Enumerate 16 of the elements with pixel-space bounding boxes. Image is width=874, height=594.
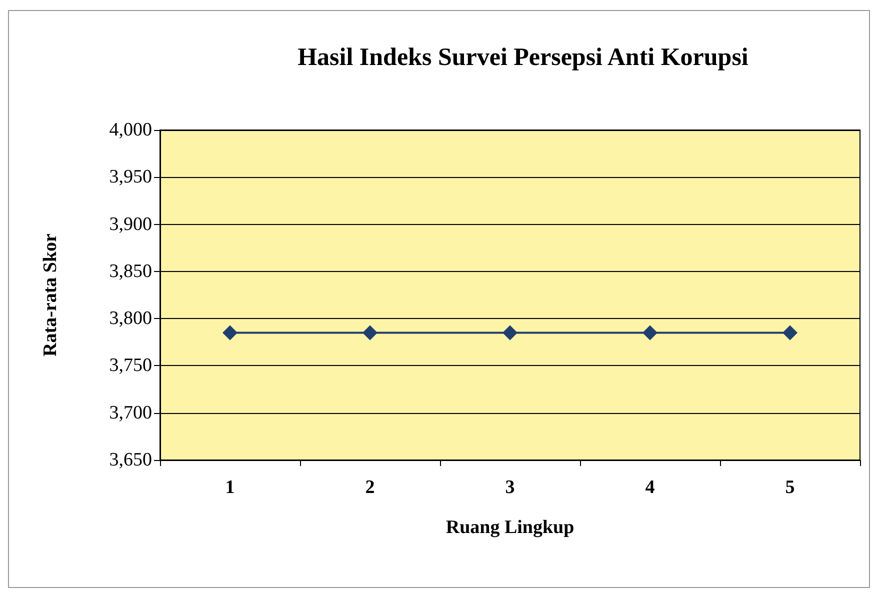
y-tick-label: 3,800 [109,308,152,330]
x-tick-label: 5 [785,477,795,498]
y-axis-title: Rata-rata Skor [40,232,61,356]
y-tick-label: 3,750 [109,355,152,376]
y-tick-label: 3,900 [109,214,152,235]
x-tick-label: 4 [645,477,656,498]
x-tick-label: 1 [225,477,235,498]
x-tick-label: 3 [505,477,515,498]
y-tick-label: 3,700 [109,402,152,424]
x-axis-title: Ruang Lingkup [446,517,574,538]
y-tick-label: 4,000 [109,120,152,140]
x-tick-label: 2 [365,477,375,498]
y-tick-label: 3,950 [109,166,152,188]
y-tick-label: 3,850 [109,260,152,282]
chart-title: Hasil Indeks Survei Persepsi Anti Korupsi [298,44,748,71]
y-tick-label: 3,650 [109,450,152,470]
